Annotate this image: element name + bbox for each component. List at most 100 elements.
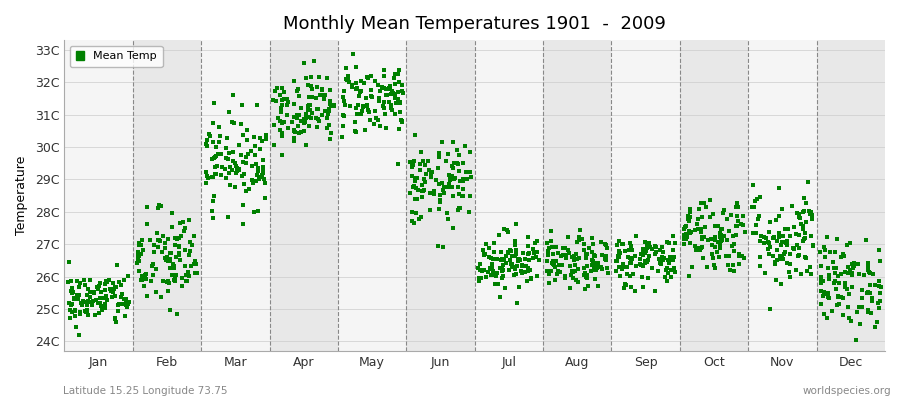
Point — [407, 158, 421, 164]
Point — [829, 265, 843, 271]
Point — [98, 305, 112, 312]
Point — [379, 86, 393, 92]
Point — [297, 120, 311, 126]
Point — [679, 231, 693, 238]
Point — [451, 184, 465, 190]
Point — [407, 219, 421, 226]
Point — [80, 308, 94, 314]
Point — [873, 290, 887, 296]
Point — [372, 95, 386, 102]
Point — [81, 298, 95, 305]
Point — [541, 248, 555, 254]
Point — [249, 178, 264, 184]
Point — [439, 210, 454, 216]
Point — [227, 120, 241, 126]
Point — [587, 263, 601, 269]
Point — [219, 155, 233, 161]
Point — [65, 284, 79, 291]
Point — [494, 256, 508, 262]
Point — [562, 263, 577, 270]
Point — [144, 278, 158, 284]
Point — [163, 306, 177, 313]
Point — [620, 270, 634, 277]
Point — [318, 92, 332, 99]
Point — [169, 272, 184, 278]
Point — [579, 255, 593, 262]
Point — [178, 262, 193, 269]
Point — [354, 111, 368, 117]
Point — [388, 92, 402, 98]
Point — [170, 236, 184, 242]
Point — [577, 265, 591, 272]
Point — [182, 252, 196, 258]
Point — [638, 258, 652, 264]
Point — [778, 248, 792, 255]
Point — [526, 246, 541, 252]
Point — [327, 103, 341, 109]
Point — [714, 232, 728, 238]
Point — [92, 283, 106, 289]
Point — [309, 94, 323, 101]
Point — [852, 321, 867, 328]
Point — [87, 290, 102, 296]
Point — [64, 302, 78, 308]
Point — [337, 98, 351, 104]
Point — [184, 263, 198, 269]
Point — [624, 258, 638, 265]
Point — [304, 83, 319, 89]
Point — [727, 248, 742, 254]
Point — [706, 255, 720, 262]
Point — [100, 279, 114, 285]
Point — [637, 250, 652, 256]
Point — [251, 176, 266, 182]
Point — [291, 86, 305, 93]
Point — [865, 298, 879, 304]
Point — [695, 236, 709, 242]
Point — [373, 88, 387, 94]
Point — [860, 308, 875, 314]
Point — [442, 172, 456, 179]
Point — [662, 260, 676, 266]
Point — [567, 256, 581, 263]
Point — [160, 278, 175, 285]
Point — [409, 210, 423, 216]
Point — [622, 247, 636, 253]
Point — [698, 224, 712, 230]
Point — [225, 167, 239, 174]
Point — [144, 263, 158, 269]
Point — [152, 202, 166, 208]
Point — [695, 214, 709, 220]
Point — [500, 248, 515, 255]
Point — [585, 240, 599, 247]
Point — [230, 168, 244, 174]
Point — [140, 220, 154, 227]
Point — [834, 294, 849, 301]
Point — [643, 244, 657, 250]
Point — [104, 288, 119, 294]
Point — [825, 258, 840, 265]
Point — [552, 262, 566, 268]
Point — [91, 299, 105, 306]
Point — [433, 197, 447, 203]
Point — [73, 280, 87, 286]
Point — [782, 269, 796, 276]
Point — [814, 276, 828, 282]
Point — [612, 264, 626, 271]
Point — [226, 92, 240, 98]
Point — [382, 83, 397, 90]
Point — [210, 163, 224, 170]
Point — [135, 277, 149, 283]
Point — [287, 114, 302, 121]
Point — [707, 265, 722, 272]
Bar — [543, 40, 611, 351]
Point — [508, 242, 523, 248]
Point — [799, 268, 814, 274]
Point — [301, 82, 315, 89]
Point — [475, 247, 490, 253]
Point — [340, 76, 355, 82]
Point — [681, 213, 696, 219]
Point — [325, 102, 339, 108]
Point — [656, 248, 670, 255]
Point — [323, 136, 338, 142]
Point — [772, 212, 787, 219]
